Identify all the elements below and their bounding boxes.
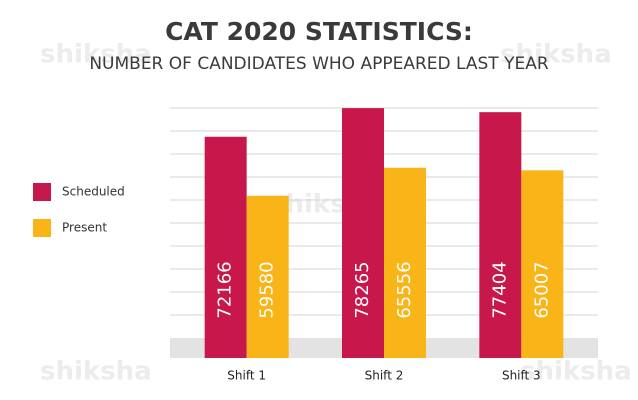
x-tick-label: Shift 3 <box>502 369 541 383</box>
legend-swatch <box>33 219 51 237</box>
legend-label: Scheduled <box>62 185 125 199</box>
value-label: 78265 <box>352 261 373 318</box>
watermark: shiksha <box>500 40 612 70</box>
bar <box>521 170 564 358</box>
x-tick-label: Shift 1 <box>227 369 266 383</box>
legend-swatch <box>33 183 51 201</box>
bar <box>204 136 247 358</box>
bar <box>479 112 522 358</box>
legend-label: Present <box>62 221 107 235</box>
value-label: 59580 <box>257 261 278 318</box>
watermark: shiksha <box>40 357 152 387</box>
value-label: 72166 <box>215 261 236 318</box>
chart-subtitle: NUMBER OF CANDIDATES WHO APPEARED LAST Y… <box>89 54 549 74</box>
bar <box>246 195 289 358</box>
value-label: 65007 <box>531 261 552 318</box>
background: shiksha shiksha shiksha shiksha shiksha <box>40 40 632 387</box>
x-tick-label: Shift 2 <box>365 369 404 383</box>
watermark: shiksha <box>40 40 152 70</box>
value-label: 77404 <box>489 261 510 318</box>
bar <box>384 167 426 358</box>
value-label: 65556 <box>394 261 415 318</box>
chart-title: CAT 2020 STATISTICS: <box>165 17 473 46</box>
watermark: shiksha <box>520 357 632 387</box>
bar <box>342 108 384 358</box>
